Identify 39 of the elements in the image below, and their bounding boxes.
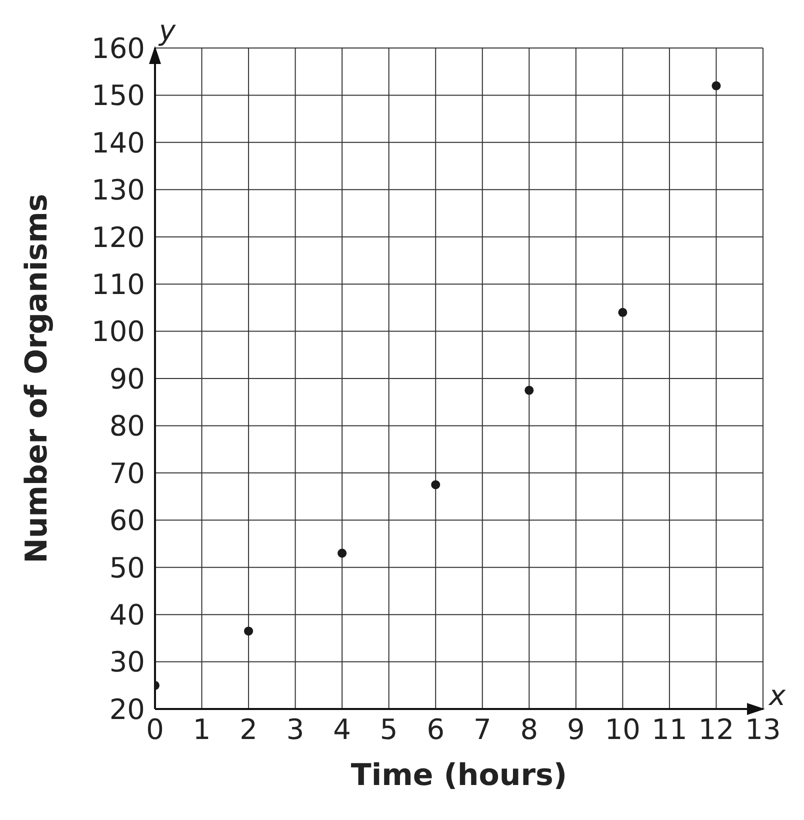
x-axis-title: Time (hours) (350, 758, 568, 793)
x-tick-label: 0 (146, 712, 164, 746)
y-tick-label: 20 (109, 692, 145, 726)
point (431, 480, 440, 490)
y-tick-label: 60 (109, 504, 145, 538)
y-tick-label: 110 (92, 268, 145, 302)
y-tick-label: 90 (109, 362, 145, 396)
point (338, 548, 347, 558)
text: x (768, 679, 786, 712)
x-tick-label: 1 (192, 712, 211, 746)
y-tick-label: 150 (92, 79, 145, 112)
point (244, 626, 254, 636)
x-tick-label: 6 (426, 712, 445, 746)
x-tick-label: 2 (240, 712, 258, 746)
x-tick-label: 13 (745, 712, 781, 746)
x-tick-label: 8 (520, 712, 538, 746)
y-tick-label: 100 (92, 315, 145, 348)
y-tick-label: 160 (92, 32, 145, 65)
point (618, 308, 628, 317)
y-tick-label: 130 (92, 174, 145, 207)
y-axis-title: Number of Organisms (20, 194, 55, 564)
y-tick-label: 80 (109, 410, 145, 443)
y-tick-label: 120 (92, 220, 145, 254)
x-tick-label: 7 (473, 712, 492, 746)
y-tick-label: 50 (109, 551, 145, 584)
x-tick-label: 11 (652, 712, 688, 746)
x-tick-label: 12 (698, 712, 734, 746)
y-tick-label: 30 (109, 646, 145, 679)
point (524, 386, 534, 395)
x-tick-label: 3 (286, 712, 304, 746)
x-tick-label: 5 (380, 712, 398, 746)
x-tick-label: 4 (333, 712, 351, 746)
y-tick-label: 40 (109, 598, 145, 632)
y-tick-label: 140 (92, 126, 145, 160)
point (712, 81, 721, 90)
x-tick-label: 9 (567, 712, 585, 746)
x-tick-label: 10 (604, 712, 641, 746)
text: y (158, 14, 176, 47)
y-tick-label: 70 (109, 456, 145, 490)
